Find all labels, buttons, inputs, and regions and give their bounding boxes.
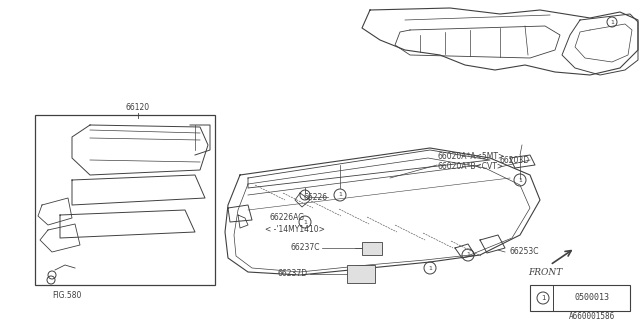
Text: 66237D: 66237D: [278, 269, 308, 278]
Text: 1: 1: [518, 178, 522, 182]
Text: 66237C: 66237C: [291, 244, 320, 252]
Bar: [347, 265, 375, 283]
Text: 66253C: 66253C: [510, 247, 540, 257]
Text: 1: 1: [610, 20, 614, 25]
Text: 66020A*B<CVT>: 66020A*B<CVT>: [437, 162, 503, 171]
Text: 66203D: 66203D: [500, 156, 530, 165]
Bar: [530, 285, 630, 311]
Text: 66226AG: 66226AG: [270, 213, 305, 222]
Bar: [35, 115, 215, 285]
Text: 1: 1: [428, 266, 432, 270]
Text: 0500013: 0500013: [575, 293, 609, 302]
Text: 66226: 66226: [304, 193, 328, 202]
Bar: [362, 242, 382, 255]
Text: FRONT: FRONT: [528, 268, 562, 277]
Text: < -'14MY1410>: < -'14MY1410>: [265, 226, 325, 235]
Text: 66120: 66120: [126, 103, 150, 112]
Text: FIG.580: FIG.580: [52, 291, 81, 300]
Text: 1: 1: [541, 295, 545, 301]
Text: 1: 1: [303, 220, 307, 225]
Text: 1: 1: [338, 193, 342, 197]
Text: 66020A*A<5MT>: 66020A*A<5MT>: [437, 152, 504, 161]
Text: A660001586: A660001586: [569, 312, 615, 320]
Text: 1: 1: [466, 252, 470, 258]
